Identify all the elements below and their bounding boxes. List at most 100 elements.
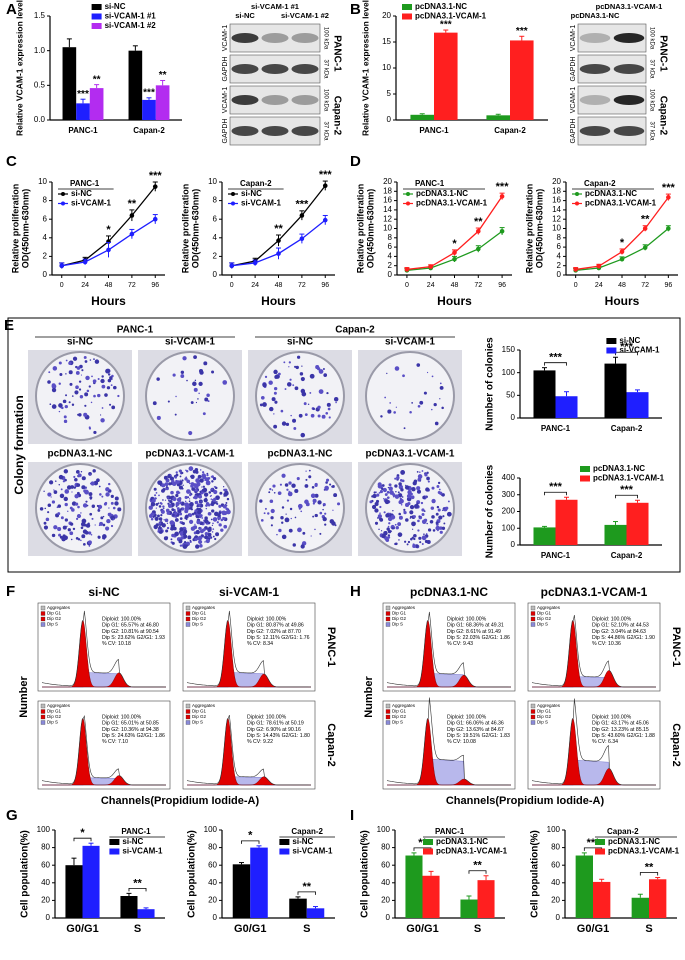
- colony: [91, 504, 96, 508]
- y-tick-label: 40: [551, 878, 560, 887]
- colony: [419, 471, 421, 473]
- colony: [299, 372, 304, 376]
- colony: [89, 473, 91, 476]
- colony: [413, 533, 417, 538]
- colony: [102, 523, 106, 527]
- colony: [197, 474, 202, 479]
- colony: [93, 430, 97, 435]
- colony: [436, 485, 440, 488]
- y-tick-label: 12: [552, 214, 561, 223]
- plate-label: pcDNA3.1-VCAM-1: [366, 449, 455, 460]
- panel-letter: F: [6, 583, 15, 600]
- colony: [171, 541, 175, 545]
- colony: [303, 402, 307, 406]
- y-tick-label: 4: [557, 252, 562, 261]
- colony: [384, 493, 388, 497]
- flow-stat: Dip G1: 52.10% at 44.53: [592, 623, 649, 629]
- colony: [179, 475, 182, 478]
- y-axis-label: Relative proliferation: [355, 184, 365, 274]
- colony: [386, 372, 388, 375]
- y-tick-label: 18: [552, 186, 561, 195]
- colony: [394, 523, 397, 526]
- colony: [398, 512, 401, 516]
- colony: [198, 368, 204, 374]
- y-tick-label: 0: [556, 913, 561, 922]
- plate-label: pcDNA3.1-VCAM-1: [146, 449, 235, 460]
- legend-title: Capan-2: [607, 827, 639, 836]
- marker: [619, 249, 625, 255]
- colony: [423, 391, 427, 395]
- colony: [193, 511, 197, 515]
- colony: [172, 513, 175, 517]
- colony: [194, 484, 199, 489]
- legend-title: PANC-1: [435, 827, 465, 836]
- colony: [225, 509, 231, 515]
- colony: [392, 493, 396, 497]
- colony: [87, 540, 92, 545]
- blot-band: [291, 33, 319, 43]
- colony: [158, 505, 162, 508]
- colony: [435, 525, 441, 531]
- colony: [84, 360, 88, 363]
- colony: [57, 512, 61, 516]
- significance: **: [645, 861, 654, 873]
- colony: [421, 542, 424, 546]
- flow-legend-swatch: [530, 622, 536, 627]
- flow-stat: Dip G2: 7.02% at 87.70: [247, 629, 301, 635]
- colony: [414, 503, 419, 509]
- colony: [435, 521, 439, 525]
- colony: [224, 490, 229, 495]
- colony: [442, 509, 444, 512]
- flow-stat: Dip G2: 6.90% at 90.16: [247, 727, 301, 733]
- colony: [260, 519, 264, 522]
- flow-stat: Diploid: 100.00%: [102, 714, 142, 720]
- colony: [114, 501, 119, 506]
- significance: ***: [149, 170, 163, 182]
- colony: [397, 522, 402, 526]
- significance-bracket: [615, 494, 638, 499]
- histogram-outline: [386, 611, 512, 688]
- colony: [281, 473, 286, 478]
- colony: [93, 394, 96, 398]
- colony: [437, 508, 441, 512]
- x-tick-label: 96: [321, 282, 329, 289]
- colony: [79, 395, 84, 399]
- colony: [85, 523, 91, 528]
- colony: [88, 545, 91, 547]
- colony: [281, 506, 285, 509]
- colony: [148, 505, 153, 510]
- blot-size-label: 37 kDa: [322, 121, 328, 141]
- colony: [202, 412, 206, 416]
- colony: [382, 487, 387, 493]
- marker: [82, 259, 88, 265]
- legend-label: si-VCAM-1: [122, 847, 163, 856]
- x-tick-label: 48: [275, 282, 283, 289]
- marker: [596, 263, 602, 269]
- colony: [213, 489, 218, 495]
- colony: [69, 382, 73, 386]
- colony: [114, 496, 119, 501]
- colony: [171, 508, 175, 512]
- colony: [58, 484, 60, 486]
- flow-stat: Dip G2: 3.04% at 84.63: [592, 629, 646, 635]
- blot-band: [231, 126, 259, 136]
- y-axis-label: Cell population(%): [20, 830, 31, 918]
- legend-marker: [575, 201, 579, 206]
- colony: [58, 533, 62, 537]
- x-tick-label: 96: [498, 282, 506, 289]
- colony: [160, 514, 163, 517]
- colony: [190, 474, 195, 479]
- colony: [83, 412, 88, 417]
- colony: [312, 407, 316, 411]
- flow-legend-swatch: [40, 605, 46, 611]
- colony: [202, 485, 206, 488]
- colony: [156, 377, 160, 381]
- colony: [217, 513, 221, 518]
- legend-label: pcDNA3.1-VCAM-1: [585, 199, 657, 208]
- colony: [271, 489, 274, 491]
- colony: [57, 527, 62, 532]
- blot-band: [579, 126, 611, 136]
- colony: [71, 403, 75, 406]
- bar: [142, 99, 156, 120]
- y-tick-label: 15: [382, 37, 391, 46]
